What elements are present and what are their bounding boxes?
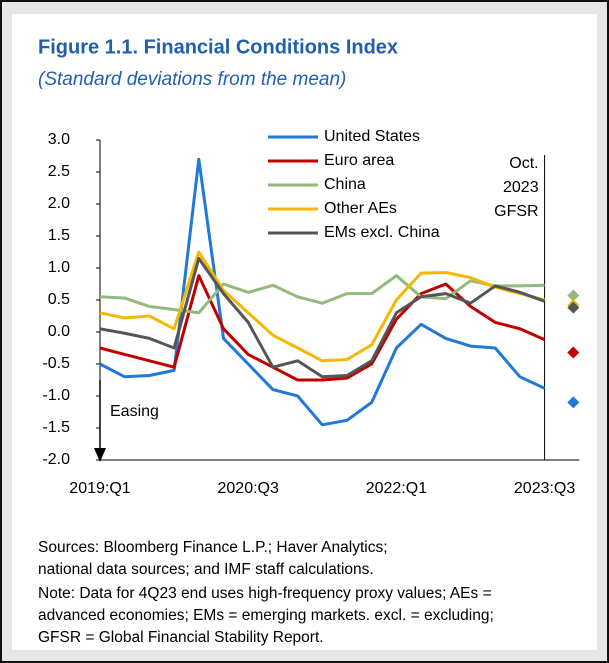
chart-subtitle: (Standard deviations from the mean) xyxy=(38,69,346,90)
y-tick-label: 2.0 xyxy=(48,195,70,212)
source-line: national data sources; and IMF staff cal… xyxy=(38,561,374,578)
note-line: GFSR = Global Financial Stability Report… xyxy=(38,629,324,646)
proxy-marker xyxy=(567,346,580,359)
series-line xyxy=(99,274,546,382)
annotation: GFSR xyxy=(494,203,538,220)
y-tick-label: 1.0 xyxy=(48,259,70,276)
series-line xyxy=(99,250,545,363)
chart-title: Figure 1.1. Financial Conditions Index xyxy=(38,36,398,58)
y-tick-label: -1.0 xyxy=(42,387,70,404)
y-tick-label: 1.5 xyxy=(48,227,70,244)
source-line: Sources: Bloomberg Finance L.P.; Haver A… xyxy=(38,539,388,556)
x-tick-label: 2019:Q1 xyxy=(69,480,130,497)
series-line xyxy=(99,274,545,315)
annotation: 2023 xyxy=(503,179,539,196)
annotation: Easing xyxy=(110,403,159,420)
note-line: Note: Data for 4Q23 end uses high-freque… xyxy=(38,585,492,602)
y-tick-label: -0.5 xyxy=(42,355,70,372)
proxy-marker xyxy=(567,289,580,302)
legend-label: Euro area xyxy=(324,152,394,169)
proxy-marker xyxy=(567,396,580,409)
proxy-marker xyxy=(567,301,580,314)
annotation: Oct. xyxy=(509,155,538,172)
y-tick-label: 2.5 xyxy=(48,163,70,180)
legend-label: EMs excl. China xyxy=(324,224,440,241)
y-tick-label: 0.5 xyxy=(48,291,70,308)
legend-label: China xyxy=(324,176,366,193)
y-tick-label: 0.0 xyxy=(48,323,70,340)
y-tick-label: 3.0 xyxy=(48,131,70,148)
x-tick-label: 2022:Q1 xyxy=(366,480,427,497)
x-tick-label: 2020:Q3 xyxy=(218,480,279,497)
series-line xyxy=(99,157,546,427)
legend-label: United States xyxy=(324,128,420,145)
y-tick-label: -2.0 xyxy=(42,451,70,468)
y-tick-label: -1.5 xyxy=(42,419,70,436)
legend-label: Other AEs xyxy=(324,200,397,217)
x-tick-label: 2023:Q3 xyxy=(514,480,575,497)
series-line xyxy=(99,256,546,379)
note-line: advanced economies; EMs = emerging marke… xyxy=(38,607,494,624)
